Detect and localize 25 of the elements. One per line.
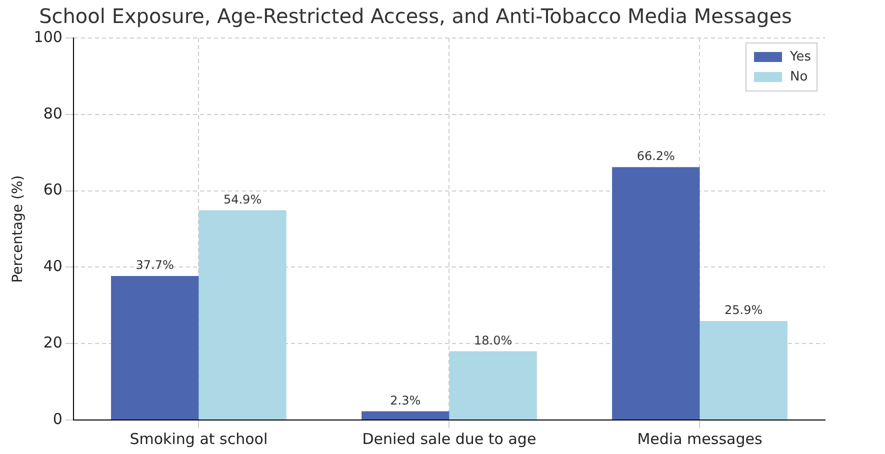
data-label: 54.9% xyxy=(223,192,262,206)
data-label: 18.0% xyxy=(474,333,512,348)
data-label: 2.3% xyxy=(390,393,421,408)
data-label: 66.2% xyxy=(636,149,675,164)
chart-title: School Exposure, Age-Restricted Access, and Anti-Tobacco Media Messages xyxy=(39,4,792,28)
bar xyxy=(362,411,450,420)
y-tick-label: 60 xyxy=(43,180,62,199)
y-tick-label: 80 xyxy=(43,104,62,122)
x-tick-label: Smoking at school xyxy=(130,430,268,448)
bar xyxy=(449,351,537,420)
bar xyxy=(198,210,286,420)
legend-label: No xyxy=(790,69,808,84)
y-axis-title: Percentage (%) xyxy=(10,175,26,283)
y-tick-label: 100 xyxy=(34,28,62,46)
y-tick-label: 40 xyxy=(43,257,62,276)
bar xyxy=(612,167,700,420)
y-tick-label: 20 xyxy=(43,333,62,352)
x-tick-label: Media messages xyxy=(637,430,762,448)
data-label: 25.9% xyxy=(724,303,763,318)
y-tick-label: 0 xyxy=(52,410,62,428)
legend-label: Yes xyxy=(789,49,812,64)
x-tick-label: Denied sale due to age xyxy=(362,430,536,448)
bar xyxy=(111,276,199,420)
data-label: 37.7% xyxy=(136,258,174,272)
bar xyxy=(700,321,788,420)
